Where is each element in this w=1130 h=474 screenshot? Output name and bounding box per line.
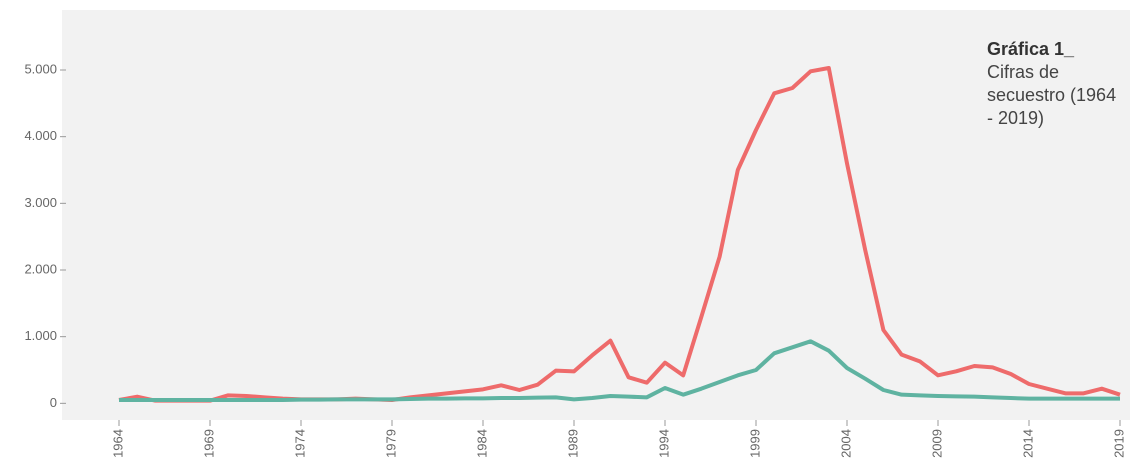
chart-title: Gráfica 1_	[987, 39, 1075, 59]
plot-area	[62, 10, 1130, 420]
chart-subtitle: Cifras de secuestro (1964 - 2019)	[987, 62, 1117, 128]
x-tick-label: 2009	[929, 429, 944, 458]
y-tick-label: 4.000	[24, 128, 57, 143]
data-line	[119, 339, 1120, 402]
x-tick-label: 1999	[747, 429, 762, 458]
y-tick-label: 3.000	[24, 195, 57, 210]
x-tick-label: 1974	[292, 429, 307, 458]
x-tick-label: 1994	[656, 429, 671, 458]
y-tick-label: 2.000	[24, 261, 57, 276]
x-tick-label: 1964	[110, 429, 125, 458]
x-tick-label: 1989	[565, 429, 580, 458]
y-tick-label: 0	[50, 395, 57, 410]
x-tick-label: 2014	[1020, 429, 1035, 458]
x-tick-label: 1979	[383, 429, 398, 458]
y-tick-label: 1.000	[24, 328, 57, 343]
x-tick-label: 1969	[201, 429, 216, 458]
chart-note: Gráfica 1_ Cifras de secuestro (1964 - 20…	[987, 38, 1122, 130]
y-tick-label: 5.000	[24, 61, 57, 76]
x-tick-label: 1984	[474, 429, 489, 458]
x-tick-label: 2019	[1111, 429, 1126, 458]
x-tick-label: 2004	[838, 429, 853, 458]
